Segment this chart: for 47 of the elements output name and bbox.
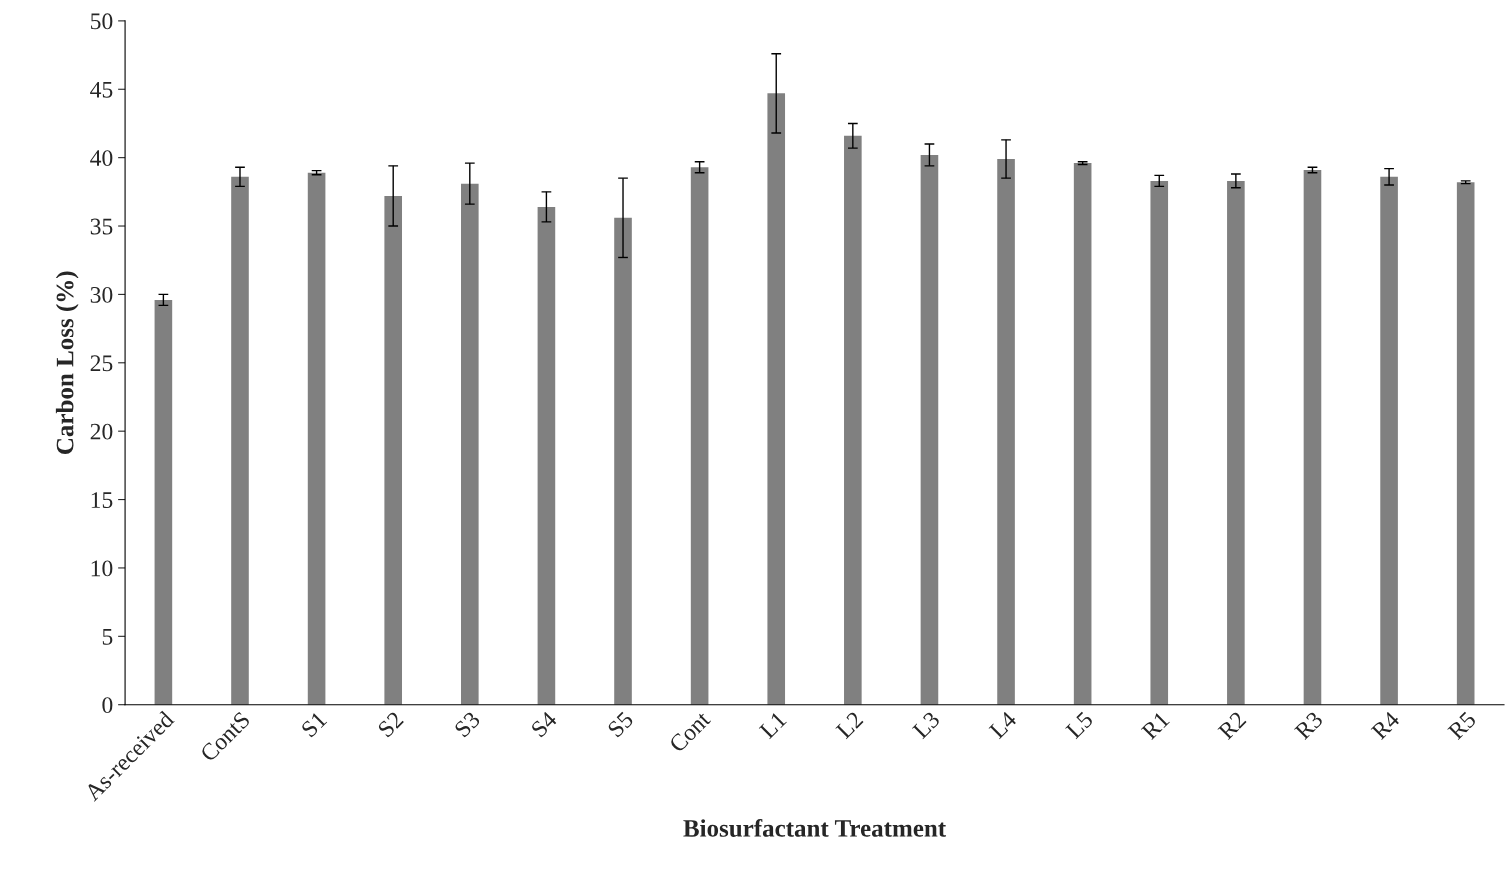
x-tick-label: L4	[988, 710, 1018, 740]
bar	[614, 217, 632, 705]
bar	[997, 159, 1015, 705]
y-tick-label: 30	[90, 286, 113, 303]
bar	[384, 195, 403, 705]
bar	[920, 154, 939, 705]
y-tick-label: 50	[91, 13, 113, 30]
x-tick-label: R4	[1370, 710, 1401, 741]
y-tick-label: 5	[102, 629, 113, 645]
bar	[1227, 180, 1245, 705]
x-tick-label: L3	[911, 710, 941, 740]
x-tick-label: S5	[607, 710, 635, 738]
bar	[1303, 169, 1322, 705]
y-tick-label: 0	[102, 697, 113, 714]
x-tick-label: L1	[758, 711, 787, 740]
bar	[307, 172, 326, 705]
y-tick-label: 25	[90, 355, 113, 372]
x-tick-label: S3	[453, 710, 481, 738]
x-tick-label: R1	[1140, 711, 1170, 741]
bar	[690, 167, 709, 705]
y-tick-label: 10	[91, 560, 113, 577]
x-tick-label: Cont	[668, 710, 712, 754]
x-tick-label: R2	[1217, 711, 1247, 741]
x-tick-label: L5	[1065, 710, 1094, 740]
bar	[1456, 182, 1475, 705]
y-tick-label: 45	[90, 81, 113, 98]
bar	[1073, 163, 1092, 705]
y-tick-label: 40	[90, 150, 113, 167]
x-axis-title: Biosurfactant Treatment	[683, 818, 947, 837]
bar	[231, 176, 249, 705]
y-tick-label: 15	[91, 492, 113, 508]
bar	[1380, 176, 1398, 705]
y-tick-label: 35	[90, 218, 113, 235]
x-tick-label: S2	[377, 711, 405, 738]
bar	[154, 299, 173, 705]
bar	[844, 135, 862, 705]
y-axis-title: Carbon Loss (%)	[55, 271, 79, 454]
x-tick-label: L2	[835, 711, 864, 740]
x-tick-label: S4	[530, 710, 558, 738]
y-tick-label: 20	[90, 423, 113, 440]
x-tick-label: R5	[1447, 710, 1477, 741]
bar	[537, 206, 556, 705]
x-tick-label: S1	[300, 711, 328, 738]
bar	[767, 93, 786, 705]
bar	[1150, 180, 1169, 705]
bar	[461, 183, 479, 705]
x-tick-label: R3	[1294, 710, 1324, 741]
